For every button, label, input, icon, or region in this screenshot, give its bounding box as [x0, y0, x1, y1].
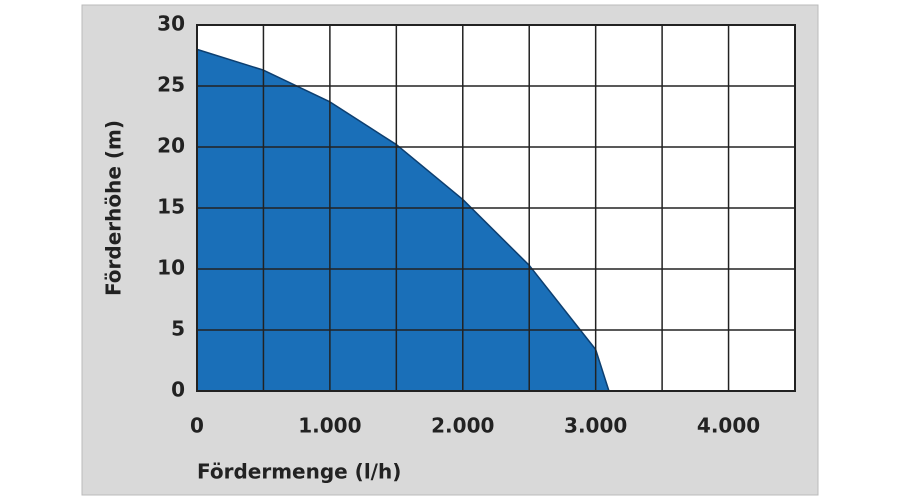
y-tick-label: 10 [157, 256, 185, 280]
y-axis-label: Förderhöhe (m) [102, 120, 126, 296]
area [196, 48, 610, 392]
x-tick-label: 2.000 [431, 414, 494, 438]
y-tick-label: 25 [157, 73, 185, 97]
x-tick-label: 3.000 [564, 414, 627, 438]
x-tick-label: 1.000 [298, 414, 361, 438]
x-tick-label: 4.000 [697, 414, 760, 438]
plot-border [196, 24, 796, 392]
x-axis-label: Fördermenge (l/h) [197, 460, 401, 484]
y-tick-label: 30 [157, 12, 185, 36]
y-tick-label: 0 [171, 378, 185, 402]
x-tick-label: 0 [190, 414, 204, 438]
y-tick-label: 5 [171, 317, 185, 341]
y-tick-label: 15 [157, 195, 185, 219]
y-tick-label: 20 [157, 134, 185, 158]
